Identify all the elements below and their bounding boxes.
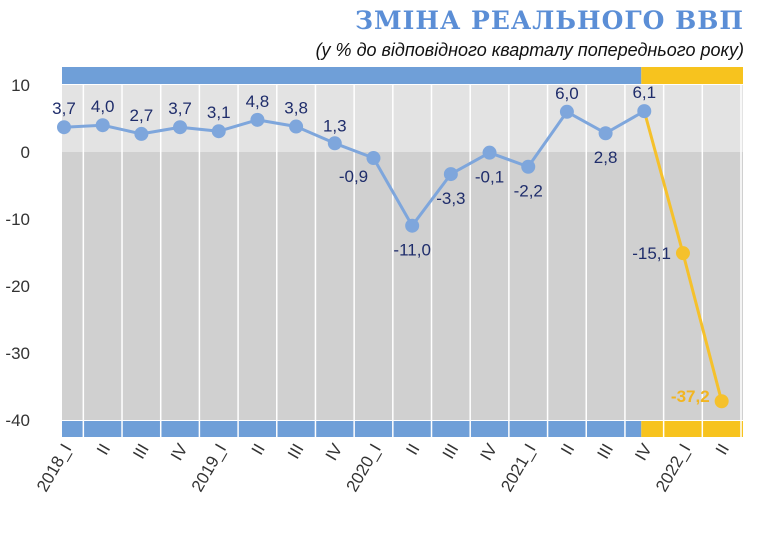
data-label: -11,0	[393, 241, 431, 260]
x-tick-label: II	[93, 441, 114, 459]
data-label: 3,1	[207, 103, 231, 122]
chart-subtitle: (у % до відповідного кварталу попередньо…	[315, 40, 744, 60]
top-band-forecast	[641, 67, 743, 84]
y-tick-label: -30	[5, 344, 30, 363]
data-point-actual	[134, 126, 149, 141]
y-tick-label: -10	[5, 210, 30, 229]
data-label: 2,8	[594, 148, 618, 167]
data-label: -3,3	[436, 189, 465, 208]
x-tick-label: IV	[167, 440, 192, 464]
x-tick-label: 2021_I	[497, 441, 539, 496]
data-point-actual	[598, 126, 613, 141]
data-point-actual	[57, 120, 71, 135]
data-label: 6,0	[555, 84, 579, 103]
x-tick-label: IV	[477, 440, 502, 464]
chart-title: ЗМІНА РЕАЛЬНОГО ВВП	[354, 6, 744, 35]
y-tick-label: -40	[5, 411, 30, 430]
x-tick-label: III	[129, 441, 153, 463]
x-tick-label: II	[402, 441, 423, 459]
data-label: 1,3	[323, 116, 347, 135]
y-tick-label: -20	[5, 277, 30, 296]
data-label: -15,1	[632, 244, 671, 263]
data-point-forecast	[675, 246, 690, 261]
data-label: 3,8	[284, 99, 308, 118]
x-tick-label: III	[284, 441, 308, 463]
data-label: 4,8	[246, 92, 270, 111]
data-label: 4,0	[91, 97, 115, 116]
x-tick-label: II	[712, 441, 733, 459]
data-label: -37,2	[671, 387, 710, 406]
data-point-actual	[289, 119, 304, 134]
data-point-actual	[327, 136, 342, 151]
x-tick-label: 2022_I	[652, 441, 694, 496]
top-band-actual	[62, 67, 642, 84]
bottom-band-forecast	[641, 421, 743, 437]
data-point-actual	[637, 104, 652, 119]
data-point-actual	[482, 145, 497, 160]
series-line-actual	[63, 109, 646, 228]
data-label: -0,1	[475, 168, 504, 187]
data-point-actual	[250, 112, 265, 127]
data-label: -2,2	[514, 182, 543, 201]
x-tick-label: II	[557, 441, 578, 459]
data-point-forecast	[714, 394, 729, 409]
data-point-actual	[521, 159, 536, 174]
data-label: 3,7	[168, 99, 192, 118]
data-point-actual	[173, 120, 188, 135]
data-label: 3,7	[52, 99, 76, 118]
y-tick-label: 10	[11, 76, 30, 95]
x-tick-label: IV	[631, 440, 656, 464]
x-tick-label: 2018_I	[33, 441, 75, 496]
x-tick-label: 2019_I	[188, 441, 230, 496]
plot-area-negative	[62, 152, 743, 420]
y-tick-label: 0	[21, 143, 30, 162]
data-point-actual	[405, 218, 420, 233]
x-tick-label: II	[248, 441, 269, 459]
data-point-actual	[366, 151, 381, 166]
data-point-actual	[559, 104, 574, 119]
x-tick-label: III	[594, 441, 618, 463]
data-point-actual	[95, 118, 110, 133]
x-tick-label: III	[439, 441, 463, 463]
x-tick-label: IV	[322, 440, 347, 464]
data-point-actual	[211, 124, 226, 139]
data-label: 6,1	[632, 83, 656, 102]
x-tick-label: 2020_I	[342, 441, 384, 496]
data-label: -0,9	[339, 167, 368, 186]
data-label: 2,7	[130, 106, 154, 125]
bottom-band-actual	[62, 421, 642, 437]
data-point-actual	[443, 167, 458, 182]
